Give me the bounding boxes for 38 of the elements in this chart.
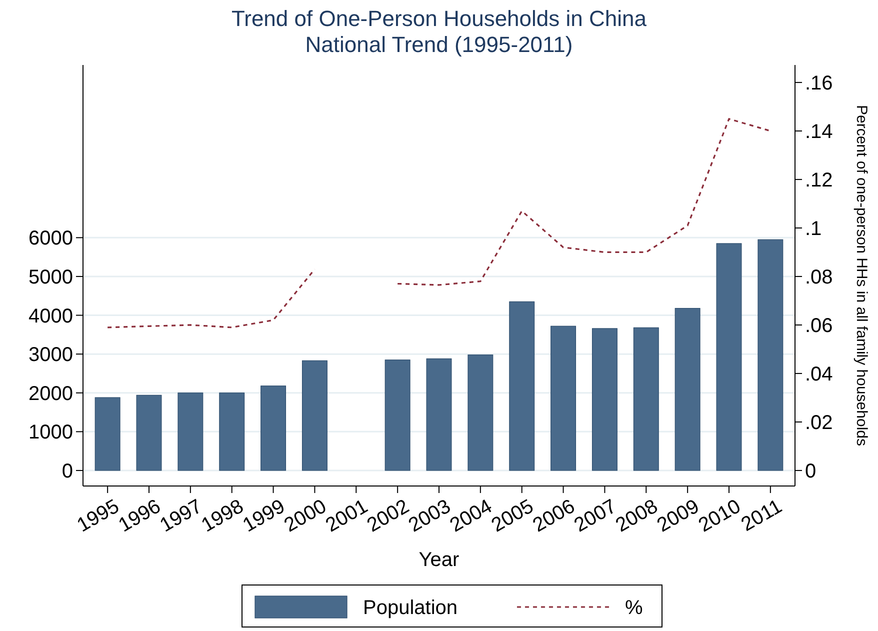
- y2-tick-label: .1: [805, 218, 822, 240]
- y-tick-label: 1000: [28, 422, 73, 444]
- legend-label: %: [625, 597, 643, 619]
- bar: [468, 354, 494, 471]
- y2-tick-label: .06: [805, 314, 833, 337]
- y2-axis-title: Percent of one-person HHs in all family households: [853, 104, 870, 446]
- bar: [674, 308, 700, 471]
- chart-subtitle: National Trend (1995-2011): [305, 32, 573, 57]
- bar: [178, 392, 204, 471]
- bar: [219, 392, 245, 471]
- bar: [384, 360, 410, 471]
- y-tick-label: 2000: [28, 382, 73, 405]
- y-tick-label: 6000: [28, 228, 73, 250]
- legend-label: Population: [363, 597, 458, 619]
- bar: [633, 327, 659, 471]
- y-tick-label: 5000: [28, 266, 73, 288]
- bar: [550, 326, 576, 471]
- y2-tick-label: .04: [805, 363, 833, 386]
- y2-tick-label: 0: [805, 460, 816, 482]
- y2-tick-label: .08: [805, 266, 833, 288]
- bar: [260, 386, 286, 471]
- y-tick-label: 4000: [28, 305, 73, 328]
- bar: [509, 301, 535, 471]
- bar: [592, 328, 618, 471]
- y-tick-label: 3000: [28, 344, 73, 366]
- y2-tick-label: .16: [805, 72, 833, 94]
- y-tick-label: 0: [62, 460, 73, 482]
- bar: [94, 397, 120, 471]
- y2-tick-label: .14: [805, 120, 833, 143]
- bar: [716, 243, 742, 471]
- bar: [302, 360, 328, 471]
- x-axis-title: Year: [418, 549, 460, 571]
- bar: [426, 358, 452, 471]
- bar: [758, 239, 784, 471]
- y2-tick-label: .12: [805, 169, 833, 192]
- y2-tick-label: .02: [805, 412, 833, 434]
- chart-title: Trend of One-Person Households in China: [232, 6, 648, 31]
- bar: [136, 394, 162, 471]
